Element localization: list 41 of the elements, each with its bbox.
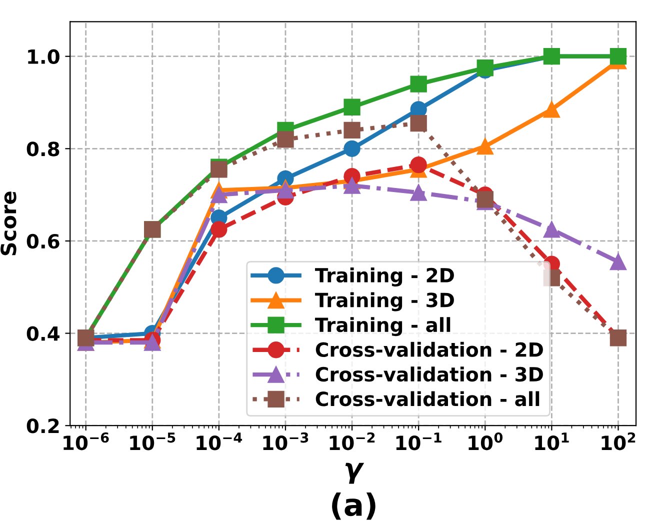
legend-label: Training - 3D — [315, 292, 454, 312]
legend-label: Training - 2D — [315, 268, 454, 286]
y-axis-title: Score — [0, 192, 16, 256]
x-tick-label: 10$^{−5}$ — [130, 432, 176, 450]
point — [410, 184, 427, 201]
y-tick-label: 0.8 — [26, 142, 60, 156]
point — [210, 161, 228, 178]
legend-label: Cross-validation - 2D — [316, 342, 543, 357]
point — [344, 177, 360, 194]
point — [543, 101, 560, 118]
y-tick-label: 0.2 — [26, 418, 59, 434]
x-tick-label: 10$^{−1}$ — [396, 432, 442, 450]
legend-label: Training - all — [315, 317, 450, 336]
legend-label: Cross-validation - 3D — [316, 366, 543, 382]
point — [476, 138, 494, 155]
point — [610, 253, 627, 270]
point — [410, 76, 427, 92]
text: (a) — [332, 492, 376, 520]
x-axis-title: γ — [345, 462, 364, 484]
point — [410, 156, 427, 174]
point — [344, 140, 360, 157]
x-tick-label: 10$^{2}$ — [602, 432, 636, 450]
x-tick-label: 10$^{−6}$ — [64, 432, 109, 450]
point — [210, 221, 228, 238]
point — [344, 98, 360, 116]
x-tick-label: 10$^{−4}$ — [196, 432, 242, 450]
x-tick-label: 10$^{−2}$ — [330, 432, 375, 450]
point — [476, 60, 494, 76]
point — [277, 131, 294, 148]
y-tick-label: 0.4 — [26, 326, 60, 341]
legend-label: Cross-validation - all — [316, 391, 540, 406]
x-tick-label: 10$^{−3}$ — [263, 432, 308, 450]
x-tick-label: 10$^{1}$ — [535, 432, 569, 450]
y-tick-label: 1.0 — [28, 49, 60, 64]
point — [410, 114, 427, 132]
point — [277, 182, 294, 199]
point — [210, 186, 228, 204]
point — [344, 122, 360, 139]
point — [543, 221, 560, 238]
y-tick-label: 0.6 — [26, 234, 60, 249]
x-tick-label: 10$^{0}$ — [468, 432, 503, 450]
